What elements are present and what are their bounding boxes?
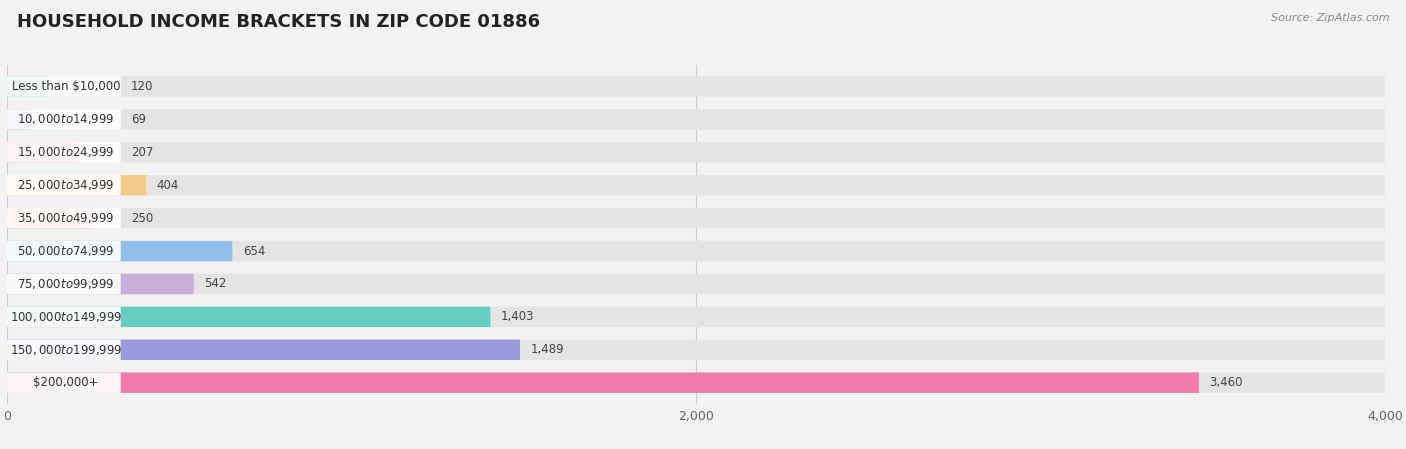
Text: $50,000 to $74,999: $50,000 to $74,999 [17, 244, 115, 258]
FancyBboxPatch shape [7, 274, 1385, 294]
Text: 69: 69 [131, 113, 146, 126]
Text: 542: 542 [204, 277, 226, 291]
Text: Less than $10,000: Less than $10,000 [11, 80, 121, 93]
FancyBboxPatch shape [7, 208, 1385, 229]
Text: $15,000 to $24,999: $15,000 to $24,999 [17, 145, 115, 159]
FancyBboxPatch shape [7, 175, 1385, 195]
Text: $10,000 to $14,999: $10,000 to $14,999 [17, 112, 115, 127]
Text: $35,000 to $49,999: $35,000 to $49,999 [17, 211, 115, 225]
FancyBboxPatch shape [7, 76, 48, 97]
Text: $100,000 to $149,999: $100,000 to $149,999 [10, 310, 122, 324]
FancyBboxPatch shape [7, 175, 121, 195]
Text: $150,000 to $199,999: $150,000 to $199,999 [10, 343, 122, 357]
FancyBboxPatch shape [7, 339, 1385, 360]
FancyBboxPatch shape [7, 373, 1385, 393]
FancyBboxPatch shape [7, 274, 194, 294]
Text: $75,000 to $99,999: $75,000 to $99,999 [17, 277, 115, 291]
Text: 250: 250 [131, 211, 153, 224]
FancyBboxPatch shape [7, 241, 121, 261]
FancyBboxPatch shape [7, 208, 93, 229]
Text: 1,489: 1,489 [530, 343, 564, 357]
Text: HOUSEHOLD INCOME BRACKETS IN ZIP CODE 01886: HOUSEHOLD INCOME BRACKETS IN ZIP CODE 01… [17, 13, 540, 31]
FancyBboxPatch shape [7, 142, 1385, 163]
Text: 120: 120 [131, 80, 153, 93]
FancyBboxPatch shape [7, 109, 121, 130]
Text: 404: 404 [156, 179, 179, 192]
FancyBboxPatch shape [7, 373, 121, 393]
FancyBboxPatch shape [7, 307, 121, 327]
FancyBboxPatch shape [7, 274, 121, 294]
FancyBboxPatch shape [7, 76, 1385, 97]
FancyBboxPatch shape [7, 208, 121, 229]
FancyBboxPatch shape [7, 373, 1199, 393]
Text: 207: 207 [131, 146, 153, 159]
Text: 3,460: 3,460 [1209, 376, 1243, 389]
FancyBboxPatch shape [7, 241, 232, 261]
Text: 1,403: 1,403 [501, 310, 534, 323]
FancyBboxPatch shape [7, 175, 146, 195]
FancyBboxPatch shape [7, 307, 491, 327]
Text: Source: ZipAtlas.com: Source: ZipAtlas.com [1271, 13, 1389, 23]
FancyBboxPatch shape [7, 76, 121, 97]
FancyBboxPatch shape [7, 307, 1385, 327]
FancyBboxPatch shape [7, 339, 121, 360]
Text: 654: 654 [243, 245, 264, 258]
FancyBboxPatch shape [7, 109, 31, 130]
FancyBboxPatch shape [7, 241, 1385, 261]
Text: $200,000+: $200,000+ [34, 376, 98, 389]
FancyBboxPatch shape [7, 339, 520, 360]
FancyBboxPatch shape [7, 142, 121, 163]
FancyBboxPatch shape [7, 109, 1385, 130]
Text: $25,000 to $34,999: $25,000 to $34,999 [17, 178, 115, 192]
FancyBboxPatch shape [7, 142, 79, 163]
